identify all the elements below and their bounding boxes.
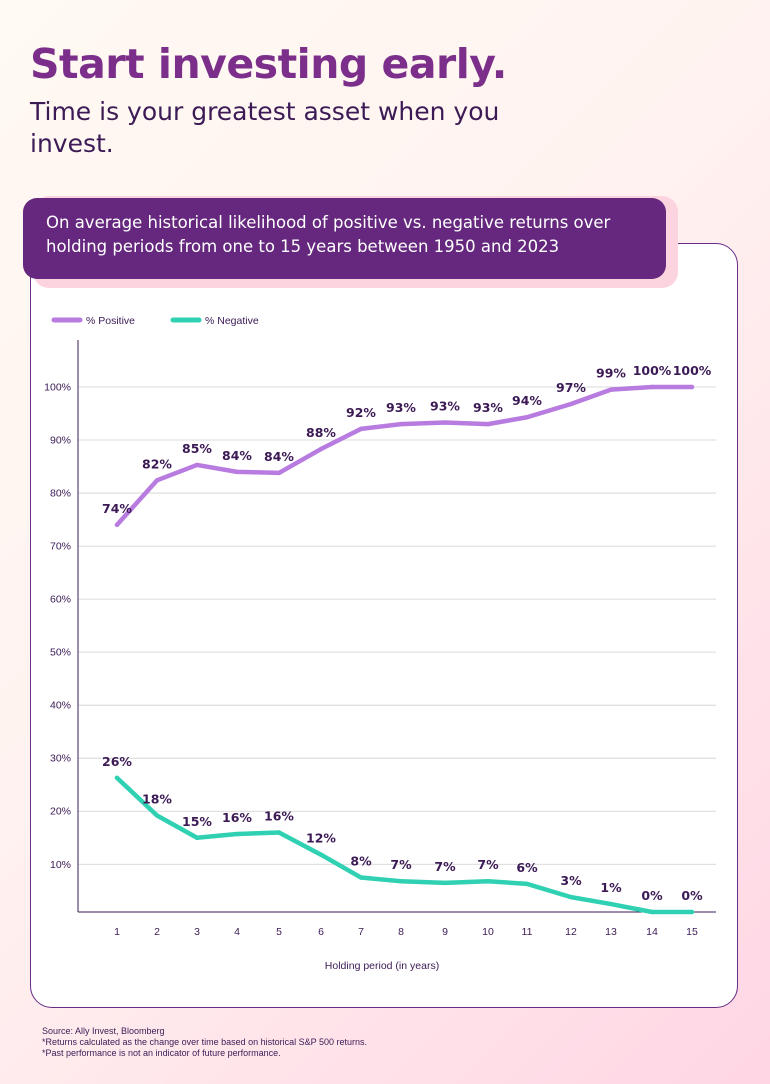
data-point bbox=[358, 426, 364, 432]
x-tick-label: 14 bbox=[646, 926, 658, 938]
x-tick-label: 1 bbox=[114, 926, 120, 938]
data-label: 84% bbox=[264, 449, 294, 464]
x-tick-label: 9 bbox=[442, 926, 448, 938]
footnotes: Source: Ally Invest, Bloomberg *Returns … bbox=[42, 1026, 367, 1059]
data-label: 93% bbox=[386, 400, 416, 415]
data-point bbox=[608, 387, 614, 392]
y-tick-label: 20% bbox=[50, 806, 71, 818]
x-axis-label: Holding period (in years) bbox=[325, 960, 439, 972]
data-point bbox=[689, 909, 695, 915]
data-point bbox=[485, 421, 491, 427]
data-label: 97% bbox=[556, 380, 586, 395]
page-title: Start investing early. bbox=[30, 40, 507, 88]
data-label: 0% bbox=[641, 888, 663, 903]
data-point bbox=[234, 469, 240, 475]
legend-label-positive: % Positive bbox=[86, 315, 135, 327]
x-tick-label: 11 bbox=[522, 926, 533, 938]
data-label: 26% bbox=[102, 754, 132, 769]
data-point bbox=[485, 879, 491, 884]
x-tick-label: 2 bbox=[154, 926, 160, 938]
data-label: 93% bbox=[473, 400, 503, 415]
data-point bbox=[318, 446, 324, 452]
data-label: 7% bbox=[390, 857, 412, 872]
data-label: 12% bbox=[306, 831, 336, 846]
data-point bbox=[442, 880, 448, 886]
data-label: 74% bbox=[102, 501, 132, 516]
data-point bbox=[276, 470, 282, 476]
data-label: 84% bbox=[222, 448, 252, 463]
data-label: 1% bbox=[600, 880, 622, 895]
data-point bbox=[568, 894, 574, 900]
data-label: 7% bbox=[434, 859, 456, 874]
data-point bbox=[568, 401, 574, 407]
data-label: 15% bbox=[182, 814, 212, 829]
y-tick-label: 80% bbox=[50, 488, 71, 500]
data-label: 3% bbox=[560, 873, 582, 888]
data-point bbox=[154, 813, 160, 818]
data-point bbox=[318, 852, 324, 857]
data-point bbox=[649, 384, 655, 390]
returns-note: *Returns calculated as the change over t… bbox=[42, 1037, 368, 1047]
y-tick-label: 10% bbox=[50, 859, 71, 871]
page-subtitle: Time is your greatest asset when you inv… bbox=[30, 97, 500, 158]
legend-label-negative: % Negative bbox=[205, 315, 259, 327]
x-tick-label: 13 bbox=[605, 926, 617, 938]
data-point bbox=[114, 522, 120, 528]
x-tick-label: 10 bbox=[482, 926, 494, 938]
data-label: 82% bbox=[142, 456, 172, 471]
data-point bbox=[194, 835, 200, 840]
data-label: 94% bbox=[512, 393, 542, 408]
data-point bbox=[154, 478, 160, 483]
x-tick-label: 8 bbox=[398, 926, 404, 938]
data-point bbox=[524, 415, 530, 420]
data-point bbox=[689, 384, 695, 390]
data-point bbox=[194, 462, 200, 468]
data-point bbox=[608, 901, 614, 907]
data-label: 99% bbox=[596, 366, 626, 381]
source-note: Source: Ally Invest, Bloomberg bbox=[42, 1026, 165, 1036]
data-point bbox=[524, 881, 530, 887]
performance-note: *Past performance is not an indicator of… bbox=[42, 1048, 281, 1058]
data-label: 8% bbox=[350, 854, 372, 869]
x-tick-label: 15 bbox=[686, 926, 698, 938]
data-point bbox=[114, 775, 120, 781]
data-point bbox=[398, 421, 404, 427]
data-label: 93% bbox=[430, 399, 460, 414]
y-tick-label: 100% bbox=[44, 382, 71, 394]
x-tick-label: 4 bbox=[234, 926, 240, 938]
data-label: 18% bbox=[142, 791, 172, 806]
data-label: 0% bbox=[681, 888, 703, 903]
x-tick-label: 12 bbox=[565, 926, 577, 938]
data-label: 16% bbox=[222, 810, 252, 825]
data-label: 92% bbox=[346, 405, 376, 420]
y-tick-label: 50% bbox=[50, 647, 71, 659]
y-tick-label: 40% bbox=[50, 700, 71, 712]
data-point bbox=[358, 875, 364, 880]
x-tick-label: 5 bbox=[276, 926, 282, 938]
x-tick-label: 7 bbox=[358, 926, 364, 938]
x-tick-label: 3 bbox=[194, 926, 200, 938]
data-label: 6% bbox=[516, 860, 538, 875]
y-tick-label: 30% bbox=[50, 753, 71, 765]
data-label: 88% bbox=[306, 425, 336, 440]
data-point bbox=[234, 831, 240, 837]
data-point bbox=[442, 420, 448, 425]
x-tick-label: 6 bbox=[318, 926, 324, 938]
data-label: 100% bbox=[633, 363, 672, 378]
data-label: 85% bbox=[182, 441, 212, 456]
data-point bbox=[398, 879, 404, 884]
data-point bbox=[649, 909, 655, 915]
y-tick-label: 90% bbox=[50, 435, 71, 447]
y-tick-label: 70% bbox=[50, 541, 71, 553]
data-point bbox=[276, 830, 282, 835]
data-label: 16% bbox=[264, 808, 294, 823]
chart-description-banner: On average historical likelihood of posi… bbox=[23, 198, 666, 279]
data-label: 100% bbox=[673, 363, 712, 378]
data-label: 7% bbox=[477, 857, 499, 872]
y-tick-label: 60% bbox=[50, 594, 71, 606]
